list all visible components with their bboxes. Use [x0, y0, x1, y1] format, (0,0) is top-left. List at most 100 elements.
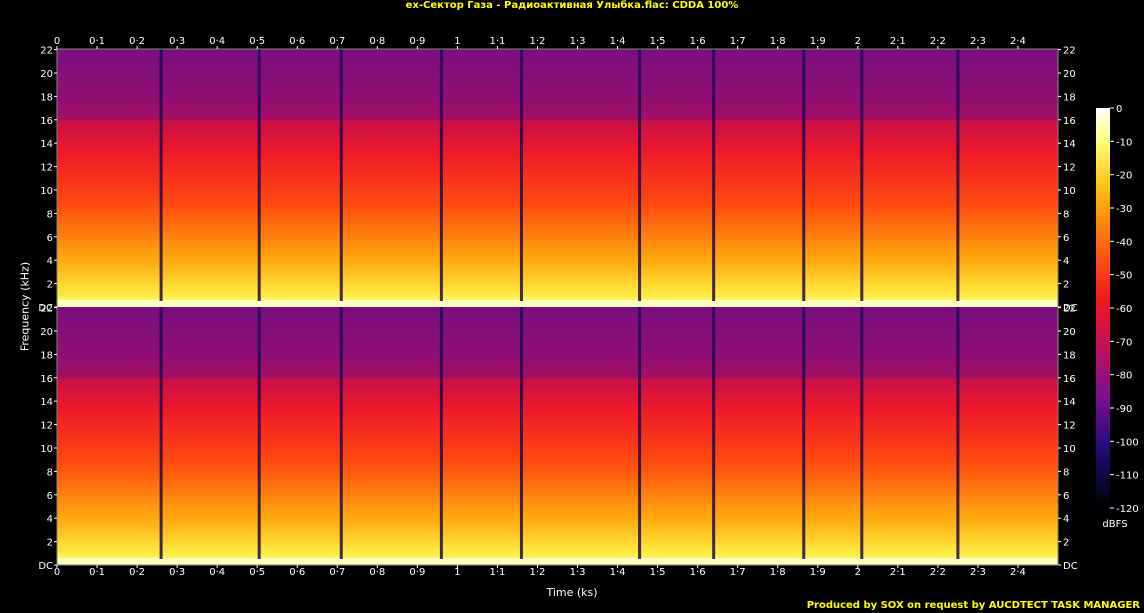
- x-tick-label: 2·1: [890, 567, 906, 578]
- colorbar-tick-label: -90: [1116, 404, 1132, 415]
- x-tick-label: 1·2: [530, 567, 546, 578]
- x-tick-label: 0·4: [209, 36, 225, 47]
- x-tick-label: 0·8: [369, 36, 385, 47]
- x-tick-label: 0·9: [409, 36, 425, 47]
- y-tick-label: 6: [47, 491, 53, 502]
- y-tick-label: 22: [1063, 46, 1076, 57]
- y-tick-label: 20: [1063, 69, 1076, 80]
- x-tick-label: 1·1: [489, 36, 505, 47]
- x-tick-label: 1·3: [570, 36, 586, 47]
- y-tick-label: 6: [47, 233, 53, 244]
- track-boundary: [712, 307, 716, 559]
- colorbar-tick-label: -100: [1116, 437, 1139, 448]
- x-tick-label: 0·2: [129, 36, 145, 47]
- x-tick-label: 0·5: [249, 36, 265, 47]
- y-tick-label: 16: [1063, 374, 1076, 385]
- y-tick-label: 8: [47, 467, 53, 478]
- y-tick-label: 4: [1063, 256, 1069, 267]
- track-boundary: [802, 49, 806, 301]
- dc-band: [57, 300, 1058, 307]
- track-boundary: [519, 307, 523, 559]
- y-tick-label: 8: [1063, 467, 1069, 478]
- x-tick-label: 0: [54, 567, 60, 578]
- y-tick-label: 2: [1063, 280, 1069, 291]
- y-tick-label: DC: [38, 303, 53, 314]
- colorbar-tick-label: -50: [1116, 271, 1132, 282]
- y-tick-label: 20: [1063, 327, 1076, 338]
- track-boundary: [159, 49, 163, 301]
- y-tick-label: 14: [1063, 139, 1076, 150]
- y-tick-label: 22: [40, 304, 53, 315]
- y-tick-label: 22: [1063, 304, 1076, 315]
- x-tick-label: 0·1: [89, 567, 105, 578]
- x-tick-label: 1·3: [570, 567, 586, 578]
- x-axis-label: Time (ks): [546, 586, 598, 599]
- track-boundary: [339, 307, 343, 559]
- x-tick-label: 2·3: [970, 567, 986, 578]
- y-tick-label: 20: [40, 327, 53, 338]
- y-tick-label: 18: [40, 350, 53, 361]
- y-tick-label: 10: [40, 444, 53, 455]
- x-tick-label: 1·9: [810, 567, 826, 578]
- x-tick-label: 0·6: [289, 36, 305, 47]
- x-tick-label: 1·8: [770, 567, 786, 578]
- y-tick-label: 16: [40, 374, 53, 385]
- x-tick-label: 1·6: [690, 567, 706, 578]
- x-tick-label: 1·4: [610, 567, 626, 578]
- x-tick-label: 1·2: [530, 36, 546, 47]
- x-tick-label: 2·1: [890, 36, 906, 47]
- colorbar: [1096, 108, 1110, 508]
- track-boundary: [339, 49, 343, 301]
- x-tick-label: 1: [454, 36, 460, 47]
- x-tick-label: 0·8: [369, 567, 385, 578]
- track-boundary: [159, 307, 163, 559]
- x-tick-label: 1·6: [690, 36, 706, 47]
- y-tick-label: 18: [40, 92, 53, 103]
- y-tick-label: 10: [1063, 444, 1076, 455]
- y-tick-label: 2: [47, 538, 53, 549]
- y-tick-label: 16: [1063, 116, 1076, 127]
- x-tick-label: 1: [454, 567, 460, 578]
- y-tick-label: 4: [47, 256, 53, 267]
- y-tick-label: 12: [1063, 421, 1076, 432]
- x-tick-label: 0·7: [329, 36, 345, 47]
- y-tick-label: DC: [38, 561, 53, 572]
- y-tick-label: DC: [1063, 561, 1078, 572]
- track-boundary: [519, 49, 523, 301]
- track-boundary: [956, 307, 960, 559]
- footer-credit: Produced by SOX on request by AUCDTECT T…: [806, 600, 1140, 611]
- y-tick-label: 8: [1063, 209, 1069, 220]
- y-tick-label: 6: [1063, 233, 1069, 244]
- y-tick-label: 14: [40, 139, 53, 150]
- x-tick-label: 0·3: [169, 36, 185, 47]
- y-tick-label: 2: [1063, 538, 1069, 549]
- track-boundary: [860, 307, 864, 559]
- y-tick-label: 14: [40, 397, 53, 408]
- x-tick-label: 1·7: [730, 36, 746, 47]
- track-boundary: [439, 49, 443, 301]
- track-boundary: [257, 307, 261, 559]
- y-tick-label: DC: [1063, 303, 1078, 314]
- y-tick-label: 4: [47, 514, 53, 525]
- track-boundary: [638, 49, 642, 301]
- y-tick-label: 12: [1063, 163, 1076, 174]
- colorbar-tick-label: -60: [1116, 304, 1132, 315]
- high-band-overlay: [57, 307, 1058, 378]
- y-tick-label: 2: [47, 280, 53, 291]
- x-tick-label: 2·2: [930, 567, 946, 578]
- dc-band: [57, 558, 1058, 565]
- x-tick-label: 2·4: [1010, 36, 1026, 47]
- colorbar-tick-label: -110: [1116, 471, 1139, 482]
- colorbar-ticks: 0 -10 -20 -30 -40 -50 -60 -70 -80 -90 -100 -110 -120: [1110, 104, 1139, 515]
- y-tick-label: 22: [40, 46, 53, 57]
- x-tick-label: 0·4: [209, 567, 225, 578]
- x-tick-label: 2·2: [930, 36, 946, 47]
- y-tick-label: 8: [47, 209, 53, 220]
- colorbar-tick-label: -120: [1116, 504, 1139, 515]
- x-tick-label: 0·3: [169, 567, 185, 578]
- x-tick-label: 0: [54, 36, 60, 47]
- track-boundary: [802, 307, 806, 559]
- colorbar-tick-label: 0: [1116, 104, 1122, 115]
- colorbar-tick-label: -80: [1116, 371, 1132, 382]
